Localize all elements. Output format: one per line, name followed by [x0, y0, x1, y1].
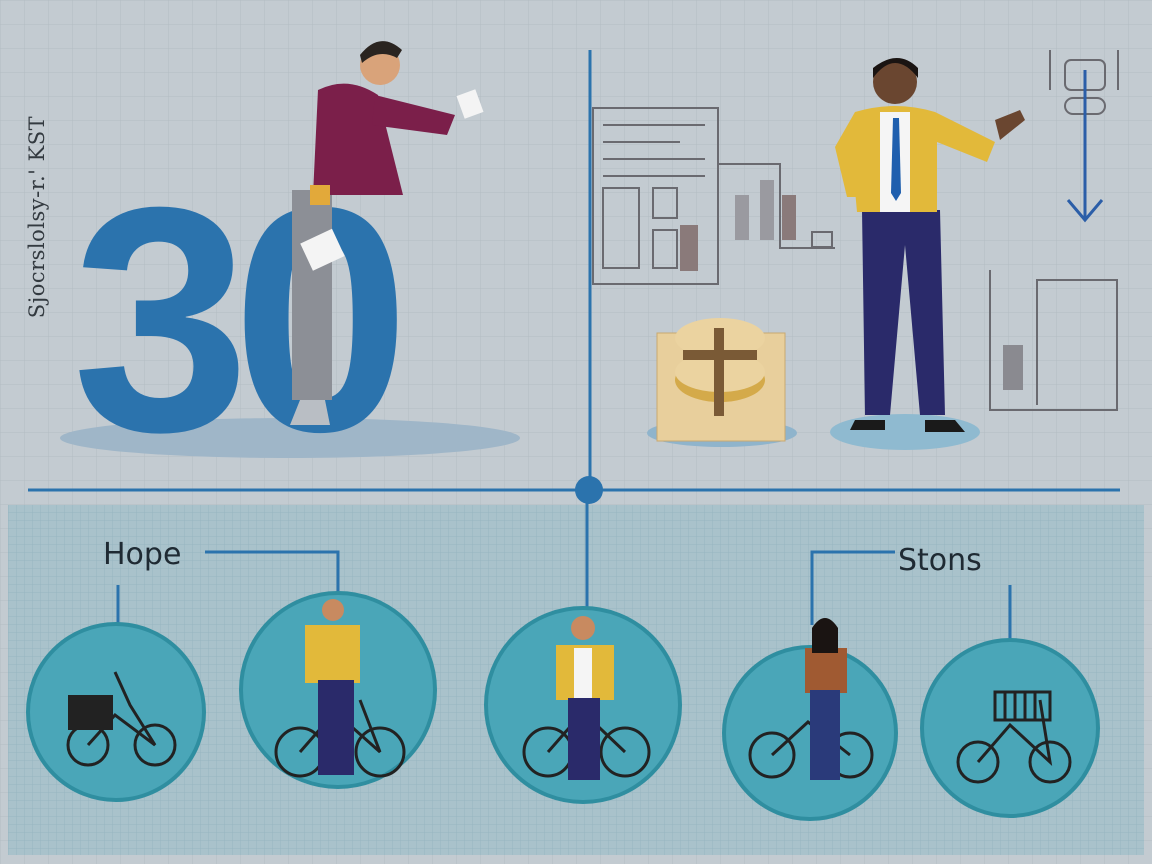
blueprint-sketch: [989, 50, 1119, 411]
label-left: Hope: [103, 537, 181, 572]
document-sketch: [592, 107, 835, 285]
circle-woman-bicycle: [722, 618, 898, 821]
presenter-figure: [830, 58, 1025, 450]
circle-man-with-bicycle: [239, 591, 437, 789]
connector-lines: [28, 50, 1120, 640]
side-caption: Sjocrslolsy-r.' KST: [25, 115, 49, 319]
circle-cargo-bicycle: [920, 638, 1100, 818]
coin-box-icon: [647, 318, 797, 447]
circle-bearded-man-bicycle: [484, 606, 682, 804]
circle-bicycle-basket: [26, 622, 206, 802]
timeline-node: [575, 476, 603, 504]
label-right: Stons: [898, 543, 982, 578]
headline-number: 30: [72, 140, 397, 498]
down-arrow-icon: [1066, 70, 1104, 223]
man-leaning-figure: [290, 41, 484, 425]
